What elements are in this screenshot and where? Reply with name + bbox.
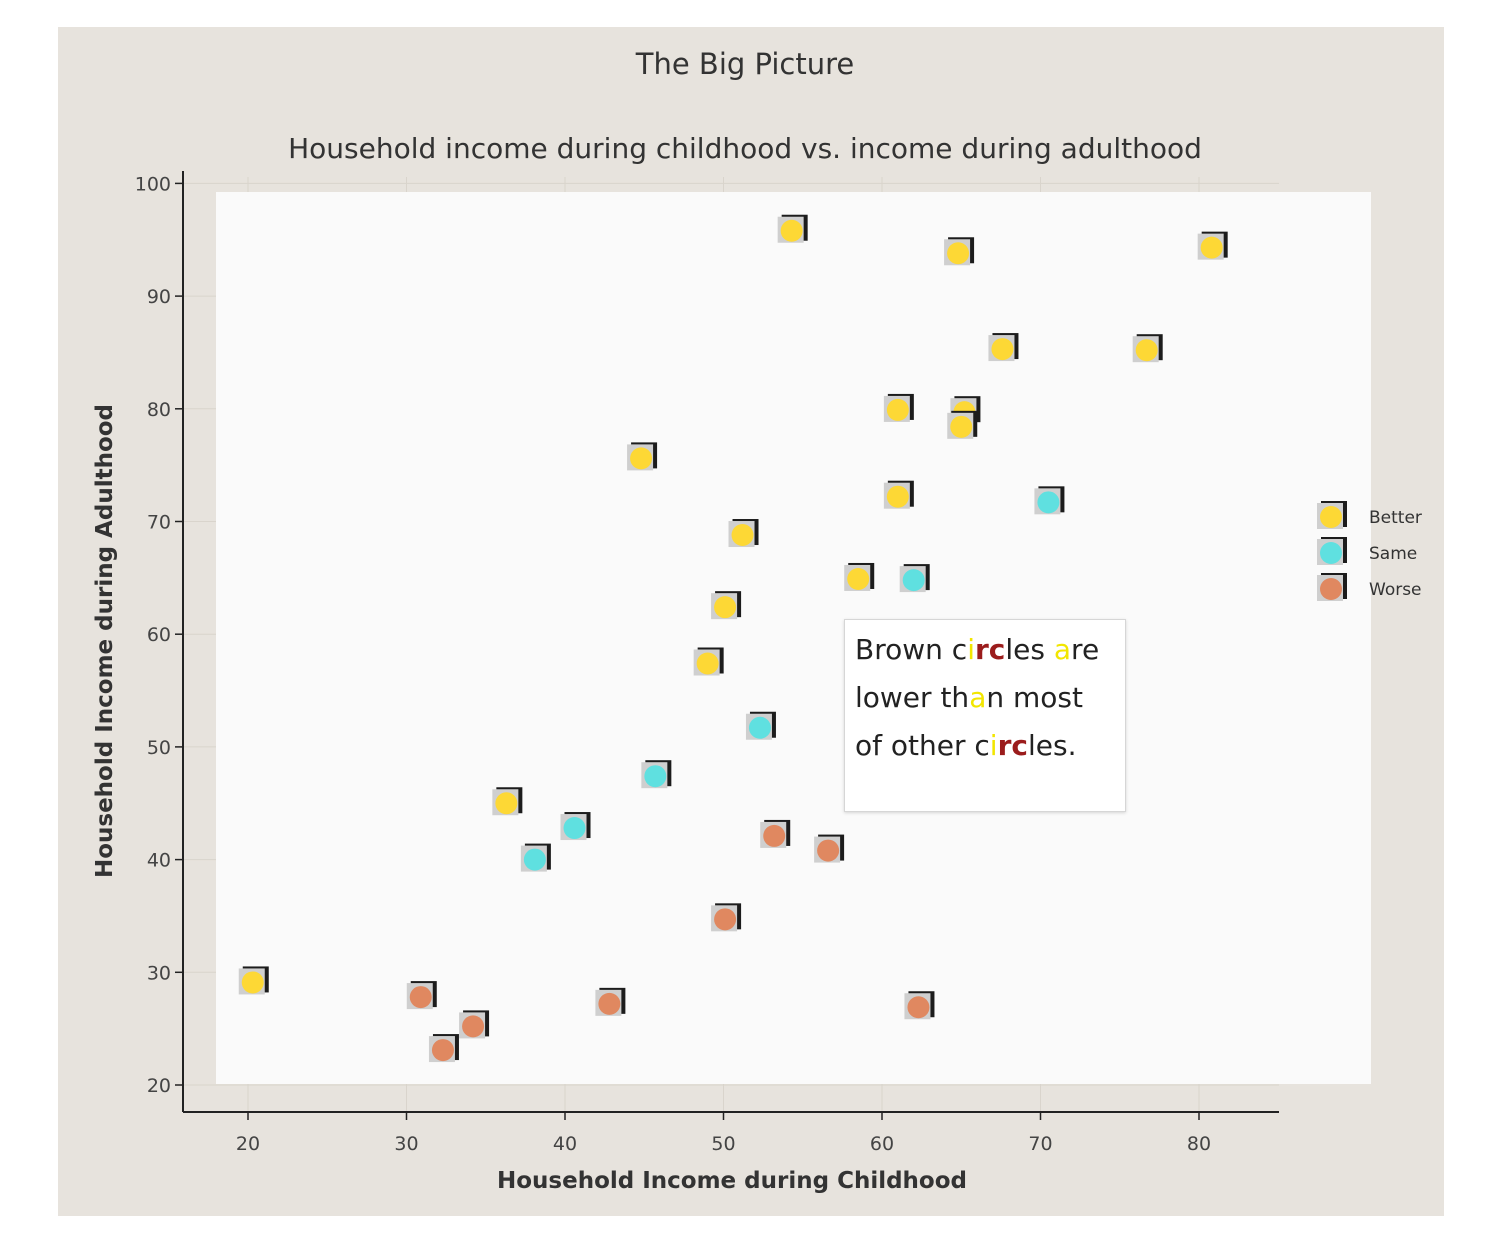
x-tick-label: 30: [394, 1133, 418, 1155]
annotation-box: Brown circles are lower than most of other…: [844, 619, 1126, 812]
y-tick-label: 80: [147, 399, 171, 421]
legend: Better Same Worse: [1317, 501, 1422, 601]
point-same: [745, 711, 776, 740]
legend-marker-worse: [1317, 573, 1347, 601]
point-better: [238, 966, 269, 995]
annotation-segment: lower th: [855, 681, 970, 714]
point-worse: [428, 1034, 459, 1063]
point-same: [641, 760, 672, 789]
annotation-segment: Brown c: [855, 633, 968, 666]
x-axis-title: Household Income during Childhood: [497, 1168, 967, 1194]
annotation-segment: i: [967, 633, 975, 666]
legend-label: Worse: [1369, 580, 1422, 600]
x-tick-label: 40: [553, 1133, 577, 1155]
x-tick-label: 50: [711, 1133, 735, 1155]
y-tick-label: 30: [147, 962, 171, 984]
point-same: [520, 843, 551, 872]
annotation-segment: rc: [997, 729, 1028, 762]
legend-label: Better: [1369, 508, 1422, 528]
point-better: [883, 480, 914, 509]
point-better: [777, 214, 808, 243]
y-tick-label: 100: [135, 173, 171, 195]
point-better: [711, 591, 742, 620]
point-better: [883, 393, 914, 422]
annotation-segment: n most: [986, 681, 1083, 714]
point-same: [899, 564, 930, 593]
chart-subtitle: Household income during childhood vs. in…: [288, 132, 1202, 165]
point-worse: [814, 834, 845, 863]
annotation-segment: a: [1053, 633, 1072, 666]
annotation-segment: les: [1005, 633, 1054, 666]
annotation-segment: of other c: [855, 729, 990, 762]
point-better: [627, 442, 658, 471]
data-points: [238, 214, 1228, 1063]
annotation-segment: rc: [974, 633, 1006, 666]
legend-label: Same: [1369, 544, 1417, 564]
y-tick-label: 70: [147, 512, 171, 534]
legend-marker-same: [1317, 537, 1347, 565]
point-better: [1197, 231, 1228, 260]
point-better: [1132, 334, 1163, 363]
y-axis-title: Household Income during Adulthood: [92, 404, 118, 878]
chart-title: The Big Picture: [635, 47, 854, 81]
point-better: [728, 519, 759, 548]
annotation-segment: les.: [1027, 729, 1077, 762]
point-worse: [760, 819, 791, 848]
annotation-segment: re: [1071, 633, 1100, 666]
point-better: [944, 237, 975, 266]
point-worse: [459, 1010, 490, 1039]
point-worse: [904, 991, 935, 1020]
point-same: [1034, 486, 1065, 515]
y-tick-label: 60: [147, 624, 171, 646]
point-better: [844, 562, 875, 591]
x-tick-label: 70: [1028, 1133, 1052, 1155]
annotation-text: Brown circles are lower than most of other…: [855, 626, 1115, 770]
point-better: [492, 787, 523, 816]
x-tick-label: 20: [236, 1133, 260, 1155]
point-worse: [595, 987, 626, 1016]
y-tick-label: 20: [147, 1075, 171, 1097]
point-worse: [406, 981, 437, 1010]
x-tick-label: 80: [1187, 1133, 1211, 1155]
annotation-segment: a: [969, 681, 987, 714]
point-same: [560, 812, 591, 841]
x-tick-label: 60: [870, 1133, 894, 1155]
y-tick-label: 90: [147, 286, 171, 308]
annotation-segment: i: [989, 729, 998, 762]
plot-area: [216, 192, 1371, 1084]
point-better: [947, 410, 978, 439]
axes: 20 30 40 50 60 70 80 90 100 20 30 40 50 60 70 80: [135, 171, 1279, 1155]
legend-marker-better: [1317, 501, 1347, 529]
point-better: [693, 647, 724, 676]
y-tick-label: 40: [147, 850, 171, 872]
y-tick-label: 50: [147, 737, 171, 759]
point-worse: [711, 903, 742, 932]
point-better: [988, 333, 1019, 362]
